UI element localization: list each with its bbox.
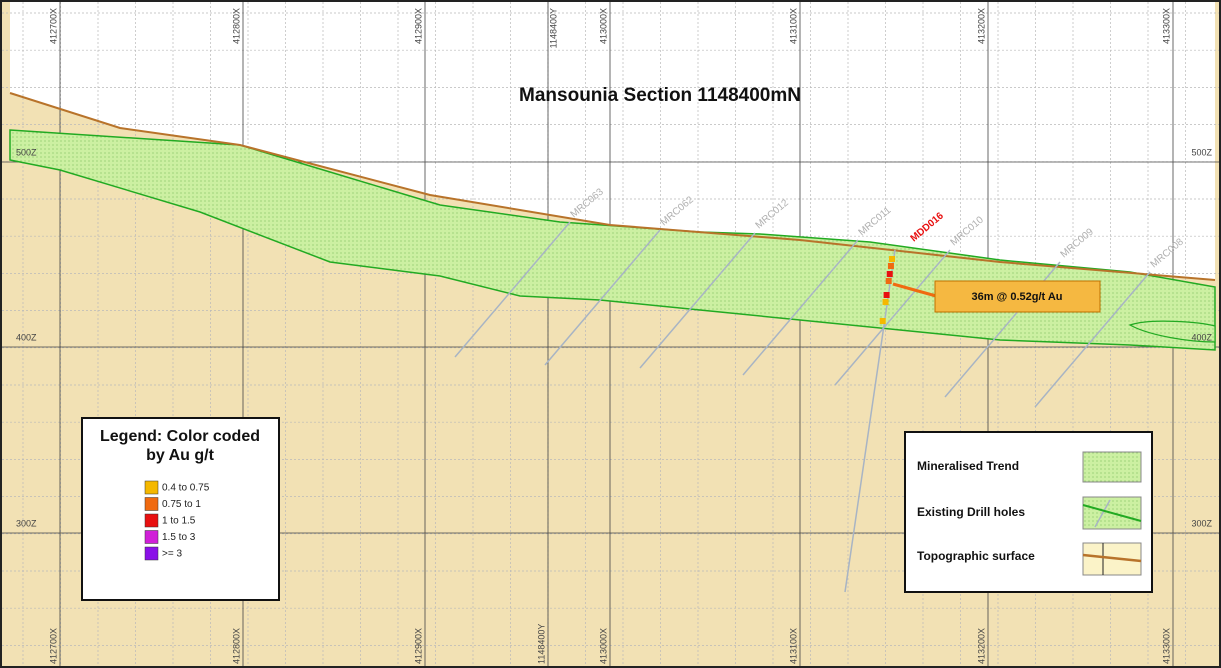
- legend-swatch: [145, 531, 158, 544]
- easting-label: 412800X: [231, 628, 241, 664]
- map-key: Mineralised Trend Existing Drill holes Top…: [905, 432, 1152, 592]
- northing-label: 1148400Y: [548, 8, 558, 48]
- easting-label: 413000X: [598, 628, 608, 664]
- easting-label: 413000X: [598, 8, 608, 44]
- assay-interval: [884, 292, 890, 298]
- legend-label: 1 to 1.5: [162, 516, 196, 527]
- key-mineral: [1083, 452, 1141, 482]
- legend-swatch: [145, 481, 158, 494]
- legend-swatch: [145, 547, 158, 560]
- legend-title: Legend: Color coded: [100, 428, 260, 445]
- legend-label: 0.4 to 0.75: [162, 483, 210, 494]
- key-label: Existing Drill holes: [917, 505, 1025, 519]
- elevation-label: 500Z: [16, 147, 37, 157]
- easting-label: 412700X: [48, 628, 58, 664]
- au-legend: Legend: Color coded by Au g/t 0.4 to 0.75 0…: [82, 418, 279, 600]
- legend-swatch: [145, 498, 158, 511]
- legend-label: 0.75 to 1: [162, 499, 201, 510]
- assay-interval: [880, 318, 886, 324]
- easting-label: 413300X: [1161, 628, 1171, 664]
- elevation-label: 300Z: [16, 518, 37, 528]
- assay-interval: [886, 278, 892, 284]
- easting-label: 413200X: [976, 628, 986, 664]
- legend-swatch: [145, 514, 158, 527]
- easting-label: 413100X: [788, 628, 798, 664]
- assay-interval: [888, 263, 894, 269]
- assay-interval: [883, 299, 889, 305]
- intercept-label: 36m @ 0.52g/t Au: [971, 291, 1062, 303]
- key-label: Mineralised Trend: [917, 459, 1019, 473]
- elevation-label: 400Z: [16, 332, 37, 342]
- easting-label: 412700X: [48, 8, 58, 44]
- assay-interval: [889, 256, 895, 262]
- easting-label: 413200X: [976, 8, 986, 44]
- easting-label: 412900X: [413, 8, 423, 44]
- assay-interval: [887, 271, 893, 277]
- easting-label: 413300X: [1161, 8, 1171, 44]
- elevation-label: 300Z: [1191, 518, 1212, 528]
- easting-label: 412900X: [413, 628, 423, 664]
- elevation-label: 500Z: [1191, 147, 1212, 157]
- easting-label: 412800X: [231, 8, 241, 44]
- legend-label: >= 3: [162, 549, 182, 560]
- title: Mansounia Section 1148400mN: [519, 85, 801, 106]
- northing-label: 1148400Y: [536, 624, 546, 664]
- easting-label: 413100X: [788, 8, 798, 44]
- legend-title: by Au g/t: [146, 447, 215, 464]
- legend-label: 1.5 to 3: [162, 532, 196, 543]
- key-label: Topographic surface: [917, 549, 1035, 563]
- elevation-label: 400Z: [1191, 332, 1212, 342]
- section-view: MRC063MRC062MRC012MRC011MRC010MRC009MRC0…: [0, 0, 1221, 668]
